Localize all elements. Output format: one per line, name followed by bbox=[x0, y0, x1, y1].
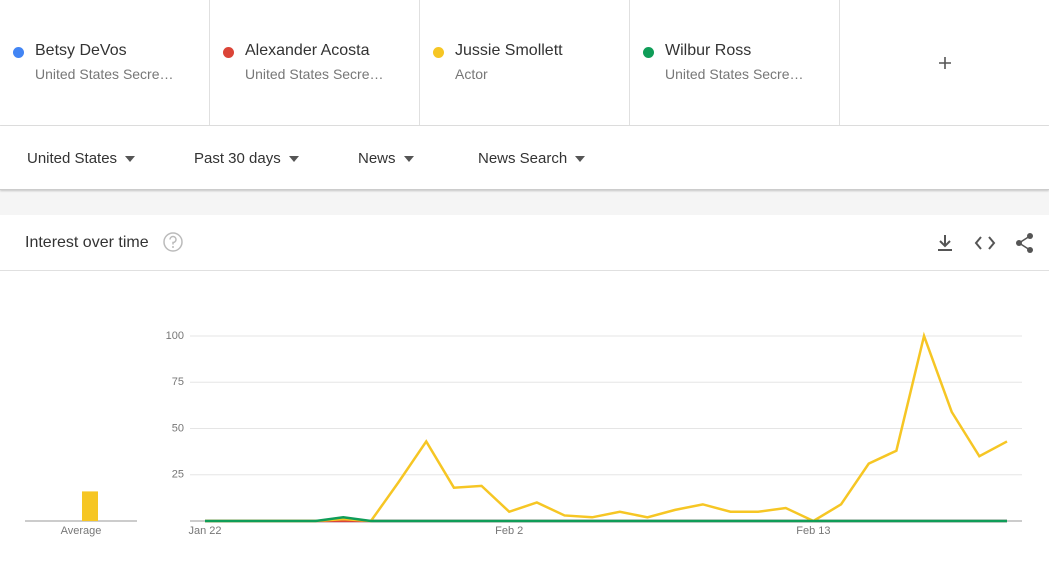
filter-label: News Search bbox=[478, 150, 568, 167]
y-tick-label: 25 bbox=[172, 469, 184, 481]
series-line bbox=[205, 516, 1007, 523]
term-name: Wilbur Ross bbox=[665, 42, 752, 59]
term-subtitle: United States Secre… bbox=[35, 66, 174, 82]
term-dot bbox=[223, 47, 234, 58]
share-icon[interactable] bbox=[1014, 232, 1036, 254]
y-tick-label: 75 bbox=[172, 376, 184, 388]
y-tick-label: 50 bbox=[172, 422, 184, 434]
y-tick-label: 100 bbox=[166, 330, 184, 342]
help-icon[interactable] bbox=[162, 231, 184, 253]
term-name: Alexander Acosta bbox=[245, 42, 370, 59]
arrow-shape bbox=[125, 156, 136, 163]
term-card[interactable]: Jussie Smollett Actor bbox=[420, 0, 630, 125]
filter-dropdown[interactable]: News bbox=[358, 150, 414, 167]
dropdown-arrow bbox=[125, 156, 136, 163]
term-dot bbox=[643, 47, 654, 58]
series-line bbox=[205, 331, 1008, 523]
filters-bar: United States Past 30 days News News Search bbox=[0, 126, 1049, 190]
dropdown-arrow bbox=[288, 156, 299, 163]
term-subtitle: United States Secre… bbox=[665, 66, 804, 82]
term-dot bbox=[433, 47, 444, 58]
term-card[interactable]: Betsy DeVos United States Secre… bbox=[0, 0, 210, 125]
average-bar bbox=[82, 491, 98, 521]
x-tick-label: Feb 2 bbox=[495, 525, 523, 537]
terms-bar: Betsy DeVos United States Secre… Alexander… bbox=[0, 0, 1049, 126]
arrow-shape bbox=[288, 156, 299, 163]
term-subtitle: United States Secre… bbox=[245, 66, 384, 82]
average-label: Average bbox=[61, 525, 102, 537]
filter-label: United States bbox=[27, 150, 118, 167]
filter-dropdown[interactable]: News Search bbox=[478, 150, 586, 167]
plus-icon bbox=[938, 57, 951, 69]
download-icon[interactable] bbox=[935, 233, 955, 253]
card-title: Interest over time bbox=[25, 234, 149, 251]
filter-label: News bbox=[358, 150, 396, 167]
embed-icon[interactable] bbox=[974, 233, 996, 253]
dropdown-arrow bbox=[575, 156, 586, 163]
add-term[interactable] bbox=[840, 0, 1049, 125]
dropdown-arrow bbox=[403, 156, 414, 163]
arrow-shape bbox=[575, 156, 586, 163]
filter-dropdown[interactable]: United States bbox=[27, 150, 136, 167]
filter-dropdown[interactable]: Past 30 days bbox=[194, 150, 299, 167]
term-name: Jussie Smollett bbox=[455, 42, 563, 59]
x-tick-label: Jan 22 bbox=[188, 525, 221, 537]
term-dot bbox=[13, 47, 24, 58]
term-card[interactable]: Alexander Acosta United States Secre… bbox=[210, 0, 420, 125]
arrow-shape bbox=[403, 156, 414, 163]
card-header: Interest over time bbox=[0, 215, 1049, 271]
chart-card: Interest over time 25 50 75 100 Average Jan 2… bbox=[0, 215, 1049, 561]
term-name: Betsy DeVos bbox=[35, 42, 127, 59]
term-subtitle: Actor bbox=[455, 66, 488, 82]
chart: 25 50 75 100 Average Jan 22 Feb 2 Feb 13 bbox=[25, 330, 1022, 537]
x-tick-label: Feb 13 bbox=[796, 525, 830, 537]
term-card[interactable]: Wilbur Ross United States Secre… bbox=[630, 0, 840, 125]
filter-label: Past 30 days bbox=[194, 150, 281, 167]
